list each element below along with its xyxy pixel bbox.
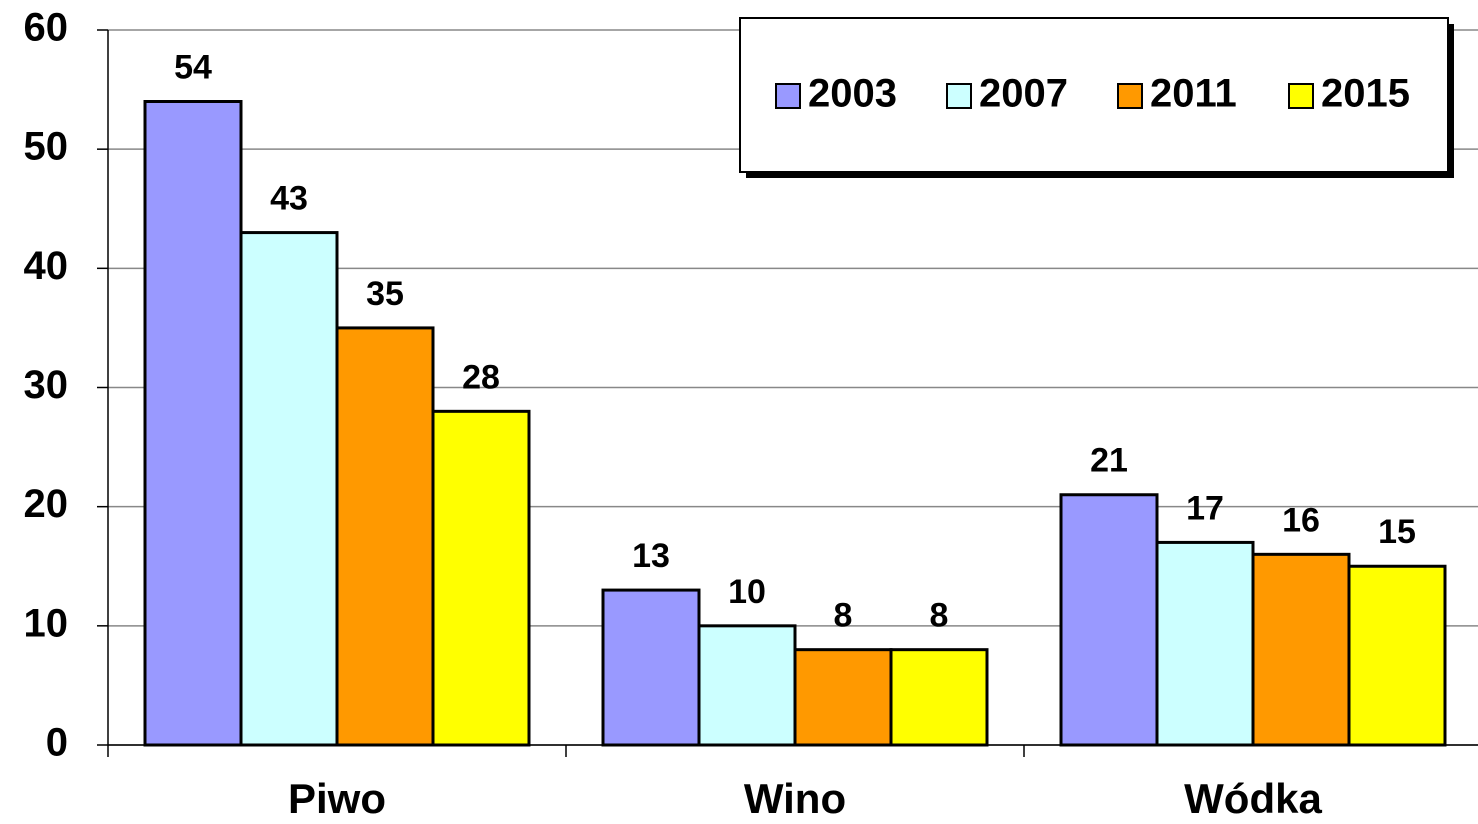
bar <box>793 648 893 747</box>
value-label: 10 <box>728 573 766 611</box>
legend-swatch <box>946 83 972 109</box>
bar <box>143 100 243 747</box>
value-label: 28 <box>462 358 500 396</box>
value-label: 8 <box>834 597 853 635</box>
value-label: 13 <box>632 537 670 575</box>
bar <box>1059 493 1159 747</box>
bar <box>1155 540 1255 747</box>
y-tick-label: 0 <box>46 721 68 765</box>
bar <box>239 231 339 747</box>
value-label: 17 <box>1186 489 1224 527</box>
legend-label: 2003 <box>808 72 897 116</box>
legend-label: 2007 <box>979 72 1068 116</box>
bar <box>697 624 797 747</box>
bars: 54 43 35 28 13 10 8 8 21 17 16 15 <box>143 48 1447 747</box>
y-tick-label: 30 <box>24 363 69 407</box>
y-tick-label: 20 <box>24 482 69 526</box>
bar <box>889 648 989 747</box>
legend-swatch <box>1117 83 1143 109</box>
value-label: 21 <box>1090 442 1128 480</box>
bar <box>335 326 435 747</box>
y-tick-label: 40 <box>24 244 69 288</box>
x-tick-label: Wódka <box>1184 775 1322 822</box>
y-tick-label: 10 <box>24 601 69 645</box>
value-label: 54 <box>174 48 212 86</box>
legend-swatch <box>1288 83 1314 109</box>
legend-swatch <box>775 83 801 109</box>
value-label: 16 <box>1282 501 1320 539</box>
legend-box <box>739 17 1449 173</box>
bar <box>601 588 701 747</box>
value-label: 15 <box>1378 513 1416 551</box>
value-label: 43 <box>270 180 308 218</box>
bar <box>1251 552 1351 747</box>
bar <box>431 409 531 747</box>
value-label: 35 <box>366 275 404 313</box>
y-tick-label: 50 <box>24 125 69 169</box>
value-label: 8 <box>930 597 949 635</box>
legend-label: 2015 <box>1321 72 1410 116</box>
legend-label: 2011 <box>1150 72 1237 116</box>
legend: 2003 2007 2011 2015 <box>739 17 1454 178</box>
bar <box>1347 564 1447 747</box>
x-tick-label: Piwo <box>288 775 386 822</box>
x-tick-label: Wino <box>744 775 846 822</box>
y-tick-label: 60 <box>24 6 69 50</box>
